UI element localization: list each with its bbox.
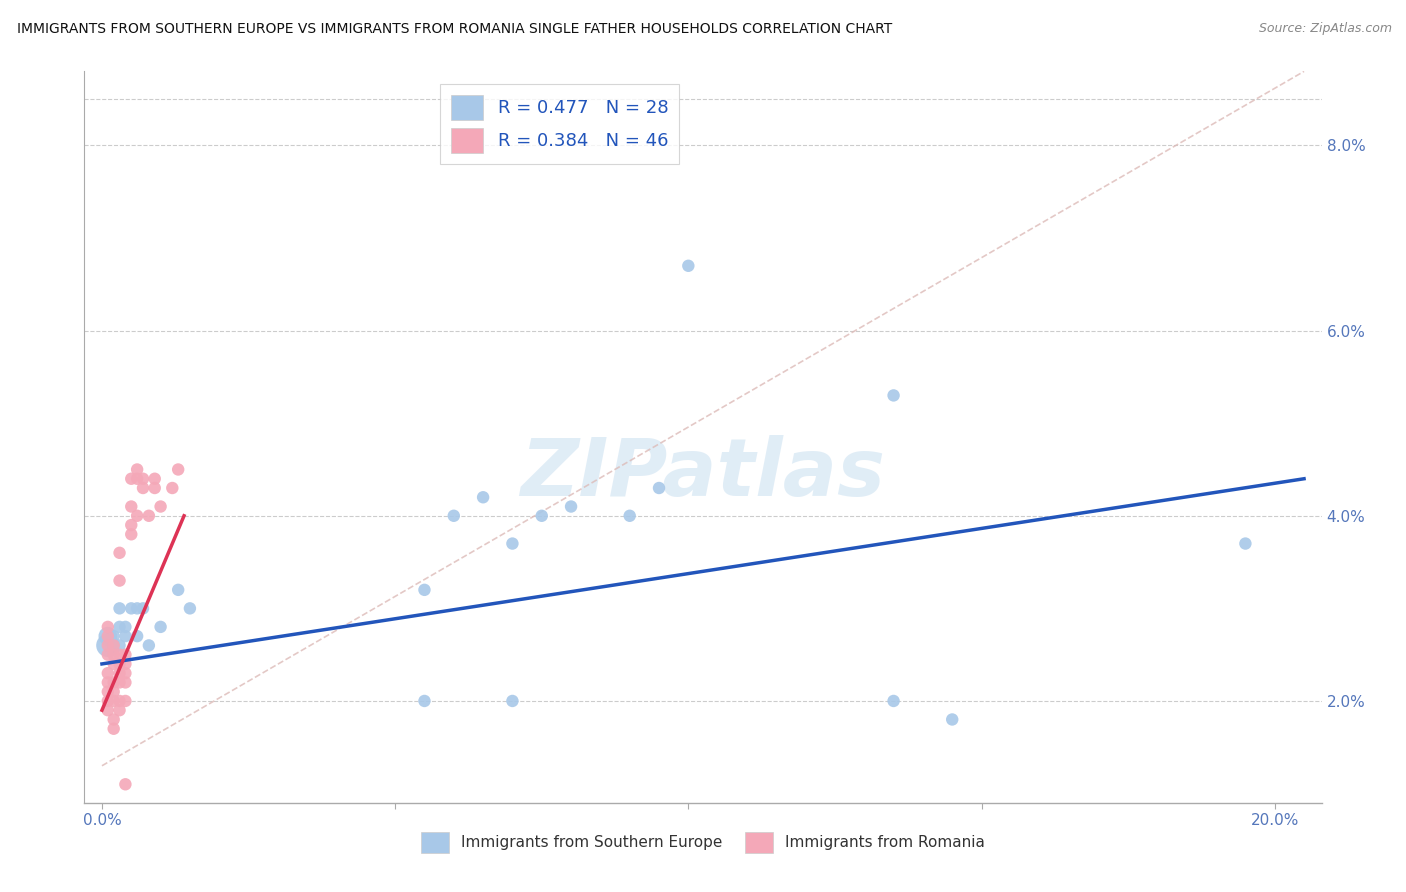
Point	[501, 694, 523, 708]
Point	[413, 582, 436, 597]
Point	[472, 490, 495, 504]
Point	[941, 713, 963, 727]
Point	[97, 629, 120, 643]
Point	[108, 694, 131, 708]
Point	[114, 675, 136, 690]
Point	[883, 388, 905, 402]
Point	[108, 546, 131, 560]
Point	[114, 777, 136, 791]
Point	[103, 657, 125, 671]
Point	[114, 648, 136, 662]
Point	[1234, 536, 1257, 550]
Point	[138, 639, 160, 653]
Point	[97, 639, 120, 653]
Point	[114, 629, 136, 643]
Point	[114, 657, 136, 671]
Point	[97, 684, 120, 698]
Point	[443, 508, 465, 523]
Point	[108, 648, 131, 662]
Point	[120, 472, 142, 486]
Point	[103, 675, 125, 690]
Point	[114, 694, 136, 708]
Point	[120, 500, 142, 514]
Point	[108, 601, 131, 615]
Point	[97, 620, 120, 634]
Point	[127, 629, 149, 643]
Point	[678, 259, 700, 273]
Point	[648, 481, 671, 495]
Text: ZIPatlas: ZIPatlas	[520, 434, 886, 513]
Point	[120, 601, 142, 615]
Text: IMMIGRANTS FROM SOUTHERN EUROPE VS IMMIGRANTS FROM ROMANIA SINGLE FATHER HOUSEHO: IMMIGRANTS FROM SOUTHERN EUROPE VS IMMIG…	[17, 22, 893, 37]
Point	[167, 582, 190, 597]
Point	[127, 508, 149, 523]
Point	[138, 508, 160, 523]
Point	[120, 518, 142, 533]
Point	[108, 574, 131, 588]
Point	[143, 481, 166, 495]
Point	[530, 508, 553, 523]
Point	[149, 500, 172, 514]
Point	[97, 666, 120, 681]
Point	[97, 629, 120, 643]
Point	[103, 694, 125, 708]
Point	[132, 601, 155, 615]
Point	[114, 620, 136, 634]
Point	[108, 639, 131, 653]
Point	[127, 462, 149, 476]
Point	[97, 694, 120, 708]
Point	[132, 481, 155, 495]
Point	[108, 666, 131, 681]
Legend: Immigrants from Southern Europe, Immigrants from Romania: Immigrants from Southern Europe, Immigra…	[413, 824, 993, 861]
Text: Source: ZipAtlas.com: Source: ZipAtlas.com	[1258, 22, 1392, 36]
Point	[143, 472, 166, 486]
Point	[108, 675, 131, 690]
Point	[560, 500, 582, 514]
Point	[108, 657, 131, 671]
Point	[619, 508, 641, 523]
Point	[103, 713, 125, 727]
Point	[97, 639, 120, 653]
Point	[127, 601, 149, 615]
Point	[103, 722, 125, 736]
Point	[108, 703, 131, 717]
Point	[108, 620, 131, 634]
Point	[127, 472, 149, 486]
Point	[120, 527, 142, 541]
Point	[132, 472, 155, 486]
Point	[179, 601, 201, 615]
Point	[501, 536, 523, 550]
Point	[103, 639, 125, 653]
Point	[167, 462, 190, 476]
Point	[97, 648, 120, 662]
Point	[97, 703, 120, 717]
Point	[413, 694, 436, 708]
Point	[114, 666, 136, 681]
Point	[97, 675, 120, 690]
Point	[149, 620, 172, 634]
Point	[883, 694, 905, 708]
Point	[162, 481, 184, 495]
Point	[103, 639, 125, 653]
Point	[103, 648, 125, 662]
Point	[103, 629, 125, 643]
Point	[103, 684, 125, 698]
